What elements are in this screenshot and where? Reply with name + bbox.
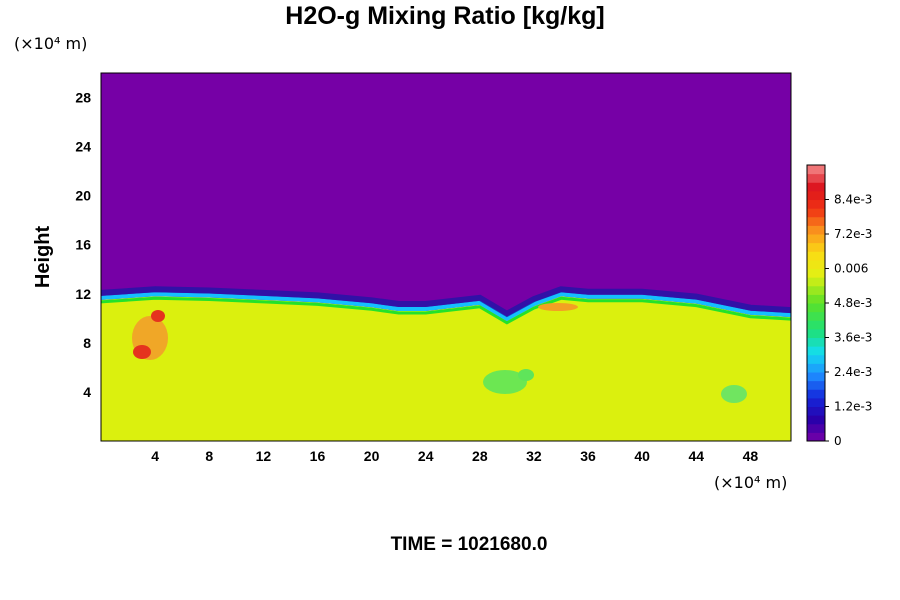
colorbar-band (807, 320, 825, 330)
colorbar-band (807, 182, 825, 192)
x-tick-label: 36 (580, 448, 596, 464)
colorbar-band (807, 216, 825, 226)
colorbar-band (807, 242, 825, 252)
colorbar-band (807, 432, 825, 442)
colorbar-tick-label: 7.2e-3 (834, 227, 872, 241)
colorbar-band (807, 234, 825, 244)
colorbar-band (807, 354, 825, 364)
colorbar-band (807, 389, 825, 399)
colorbar-band (807, 208, 825, 218)
y-tick-label: 4 (83, 384, 91, 400)
anomaly-right (721, 385, 747, 403)
y-axis: 4 8 12 16 20 24 28 (75, 90, 91, 400)
colorbar-tick-label: 4.8e-3 (834, 296, 872, 310)
colorbar-band (807, 294, 825, 304)
y-axis-unit: (×10⁴ m) (14, 34, 87, 53)
colorbar-band (807, 268, 825, 278)
y-axis-label: Height (32, 226, 54, 289)
x-tick-label: 20 (364, 448, 380, 464)
colorbar-band (807, 225, 825, 235)
moist-layer-front (100, 296, 792, 325)
colorbar-band (807, 337, 825, 347)
colorbar-band (807, 423, 825, 433)
colorbar-band (807, 363, 825, 373)
x-tick-label: 24 (418, 448, 434, 464)
colorbar-tick-label: 0 (834, 434, 842, 448)
colorbar-band (807, 328, 825, 339)
x-axis: 4 8 12 16 20 24 28 32 36 40 44 48 (151, 448, 758, 464)
colorbar-band (807, 165, 825, 175)
x-tick-label: 40 (634, 448, 650, 464)
time-label: TIME = 1021680.0 (391, 534, 548, 555)
colorbar-band (807, 285, 825, 295)
colorbar-band (807, 311, 825, 321)
x-tick-label: 8 (205, 448, 213, 464)
colorbar-band (807, 380, 825, 390)
moist-layer (101, 296, 791, 441)
colorbar: 0 1.2e-3 2.4e-3 3.6e-3 4.8e-3 0.006 7.2e-3 8.4e… (806, 164, 872, 448)
colorbar-tick-label: 3.6e-3 (834, 331, 872, 345)
colorbar-band (807, 303, 825, 313)
colorbar-tick-label: 0.006 (834, 262, 868, 276)
colorbar-band (807, 199, 825, 209)
anomaly-center (483, 370, 527, 394)
colorbar-band (807, 415, 825, 425)
x-tick-label: 32 (526, 448, 542, 464)
y-tick-label: 16 (75, 237, 91, 253)
colorbar-band (807, 372, 825, 382)
x-tick-label: 12 (256, 448, 272, 464)
colorbar-tick-label: 1.2e-3 (834, 400, 872, 414)
y-tick-label: 20 (75, 188, 91, 204)
plot-frame (100, 72, 792, 442)
x-axis-unit: (×10⁴ m) (714, 473, 787, 492)
colorbar-tick-label: 8.4e-3 (834, 193, 872, 207)
anomaly-center-2 (518, 369, 534, 381)
colorbar-band (807, 251, 825, 261)
chart-title: H2O-g Mixing Ratio [kg/kg] (285, 2, 604, 30)
x-tick-label: 48 (743, 448, 759, 464)
colorbar-band (807, 277, 825, 287)
colorbar-band (807, 397, 825, 408)
moist-layer-outer-edge (100, 286, 792, 318)
x-tick-label: 4 (151, 448, 159, 464)
colorbar-band (807, 173, 825, 183)
anomaly-ridge-orange (538, 303, 578, 311)
colorbar-band (807, 259, 825, 270)
x-tick-label: 16 (310, 448, 326, 464)
x-tick-label: 28 (472, 448, 488, 464)
anomaly-left-core (133, 345, 151, 359)
y-tick-label: 8 (83, 335, 91, 351)
colorbar-band (807, 406, 825, 416)
colorbar-band (807, 190, 825, 201)
x-tick-label: 44 (689, 448, 705, 464)
anomaly-left-core-2 (151, 310, 165, 322)
y-tick-label: 12 (75, 286, 91, 302)
plot-area (100, 72, 792, 442)
moist-layer-edge (100, 292, 792, 322)
colorbar-tick-label: 2.4e-3 (834, 365, 872, 379)
colorbar-band (807, 346, 825, 356)
y-tick-label: 28 (75, 90, 91, 106)
y-tick-label: 24 (75, 139, 91, 155)
